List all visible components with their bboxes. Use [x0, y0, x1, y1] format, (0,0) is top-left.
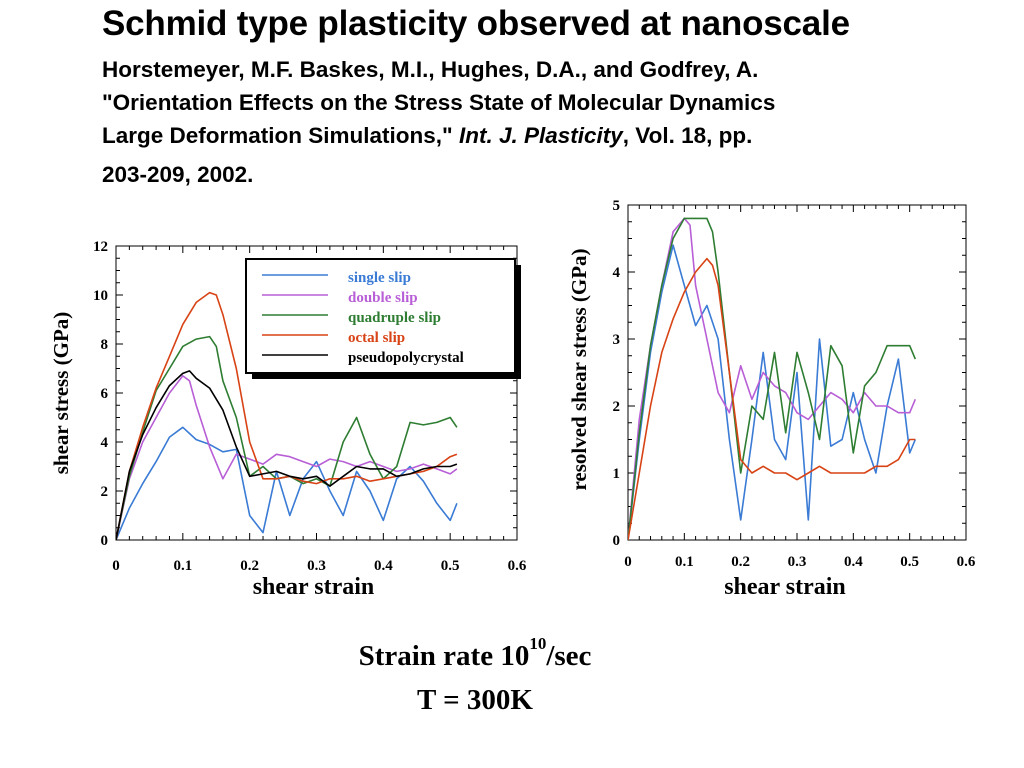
x-axis-label-right: shear strain — [724, 574, 846, 600]
citation-pages: 203-209, 2002. — [102, 162, 254, 187]
strain-rate-suffix: /sec — [546, 640, 592, 672]
y-tick-label-right: 2 — [613, 399, 621, 415]
series-line-double-slip-right — [628, 217, 917, 540]
page-title: Schmid type plasticity observed at nanos… — [102, 4, 850, 43]
citation-title-end: Large Deformation Simulations," — [102, 123, 453, 148]
strain-rate-prefix: Strain rate 10 — [358, 640, 530, 672]
x-tick-label-right: 0.4 — [844, 554, 863, 570]
x-tick-label-left: 0.1 — [173, 558, 192, 574]
legend-label-octal-slip: octal slip — [348, 330, 405, 346]
strain-rate-caption: Strain rate 1010/sec — [275, 634, 675, 673]
y-tick-label-left: 8 — [101, 337, 109, 353]
x-tick-label-left: 0.3 — [307, 558, 326, 574]
y-tick-label-right: 4 — [613, 265, 621, 281]
x-tick-label-right: 0.2 — [731, 554, 750, 570]
x-tick-label-left: 0.5 — [441, 558, 460, 574]
citation: Horstemeyer, M.F. Baskes, M.I., Hughes, … — [102, 53, 982, 191]
legend-box — [245, 258, 516, 374]
series-line-single-slip-right — [628, 244, 917, 540]
x-tick-label-right: 0.5 — [900, 554, 919, 570]
x-tick-label-right: 0.1 — [675, 554, 694, 570]
x-tick-label-right: 0 — [624, 554, 632, 570]
y-tick-label-left: 2 — [101, 484, 109, 500]
series-line-octal-slip-right — [628, 257, 916, 540]
y-axis-label-left: shear stress (GPa) — [49, 312, 73, 475]
series-line-quadruple-slip-right — [628, 217, 917, 540]
x-tick-label-left: 0.2 — [240, 558, 259, 574]
citation-journal-line: Large Deformation Simulations," Int. J. … — [102, 119, 982, 152]
temperature-caption: T = 300K — [417, 684, 533, 716]
citation-title-line: "Orientation Effects on the Stress State… — [102, 90, 776, 115]
x-tick-label-left: 0.4 — [374, 558, 393, 574]
legend-label-pseudopolycrystal: pseudopolycrystal — [348, 350, 464, 366]
y-tick-label-left: 0 — [101, 533, 109, 549]
legend-label-single-slip: single slip — [348, 270, 411, 286]
y-tick-label-right: 1 — [613, 466, 621, 482]
y-tick-label-right: 3 — [613, 332, 621, 348]
citation-authors: Horstemeyer, M.F. Baskes, M.I., Hughes, … — [102, 57, 759, 82]
x-tick-label-right: 0.6 — [957, 554, 976, 570]
legend-label-double-slip: double slip — [348, 290, 418, 306]
y-axis-label-right: resolved shear stress (GPa) — [567, 248, 591, 490]
series-group-right — [628, 217, 917, 540]
strain-rate-exponent: 10 — [529, 634, 547, 653]
x-tick-label-left: 0 — [112, 558, 120, 574]
y-tick-label-right: 0 — [613, 533, 621, 549]
series-line-pseudopolycrystal-left — [116, 370, 458, 540]
y-tick-label-left: 12 — [93, 239, 108, 255]
legend-label-quadruple-slip: quadruple slip — [348, 310, 441, 326]
y-tick-label-left: 10 — [93, 288, 108, 304]
citation-journal: Int. J. Plasticity — [458, 123, 623, 148]
citation-volume: , Vol. 18, pp. — [622, 123, 753, 148]
x-tick-label-left: 0.6 — [508, 558, 527, 574]
y-tick-label-left: 4 — [101, 435, 109, 451]
x-axis-label-left: shear strain — [253, 574, 375, 600]
x-tick-label-right: 0.3 — [788, 554, 807, 570]
series-line-double-slip-left — [116, 375, 458, 540]
series-line-single-slip-left — [116, 426, 458, 540]
y-tick-label-right: 5 — [613, 198, 621, 214]
y-tick-label-left: 6 — [101, 386, 109, 402]
series-group-left — [116, 291, 458, 540]
